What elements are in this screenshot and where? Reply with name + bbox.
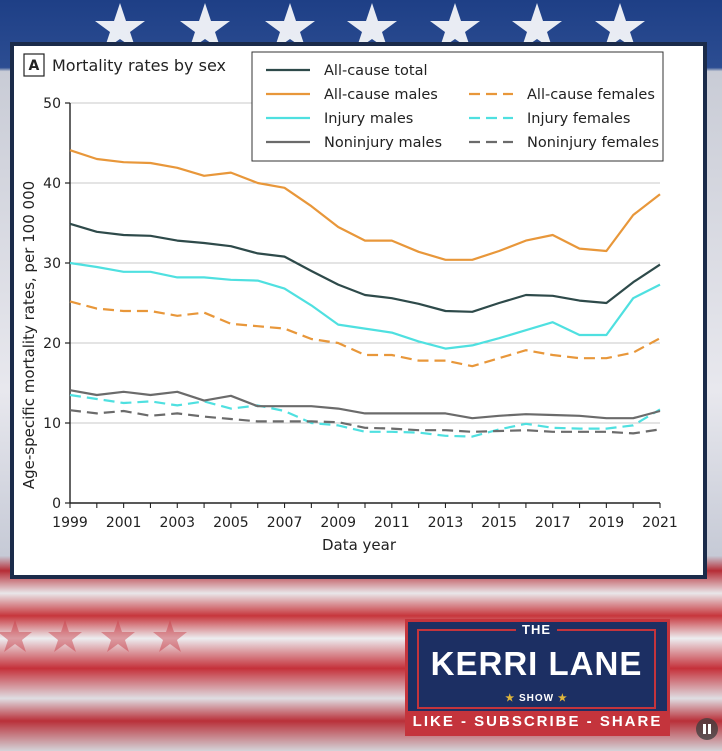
y-tick-label: 0 (52, 496, 61, 512)
y-tick-label: 10 (43, 416, 61, 432)
panel-label: A (29, 58, 40, 74)
x-tick-label: 2021 (642, 515, 678, 531)
legend-label: All-cause females (527, 87, 655, 103)
x-tick-label: 2011 (374, 515, 410, 531)
series-line-noninjury-males (69, 389, 661, 420)
star-icon (180, 3, 230, 50)
logo-name: KERRI LANE (430, 645, 643, 682)
star-icon (347, 3, 397, 50)
legend-label: All-cause males (324, 87, 438, 103)
legend: All-cause total All-cause males All-cause … (251, 51, 664, 162)
y-axis-label: Age-specific mortality rates, per 100 00… (20, 181, 38, 489)
x-tick-label: 2015 (481, 515, 517, 531)
mortality-chart: 0 10 20 30 40 50 1999 2001 2003 2005 2007 2009 2011 2… (20, 51, 678, 554)
logo-frame: THE KERRI LANE ★ SHOW ★ (417, 622, 656, 709)
y-tick-label: 40 (43, 176, 61, 192)
y-tick-label: 30 (43, 256, 61, 272)
x-axis-label: Data year (322, 536, 397, 554)
star-icon: ★ (505, 693, 519, 704)
star-icon (101, 620, 135, 652)
logo-show: ★ SHOW ★ (419, 693, 654, 704)
axes: 0 10 20 30 40 50 1999 2001 2003 2005 2007 2009 2011 2… (43, 96, 678, 531)
series-line-noninjury-females (69, 409, 661, 435)
x-tick-label: 2007 (267, 515, 303, 531)
legend-label: Noninjury females (527, 135, 659, 151)
logo-the: THE (516, 622, 557, 637)
series-line-injury-males (69, 261, 661, 350)
legend-label: Injury females (527, 111, 630, 127)
x-tick-label: 1999 (52, 515, 88, 531)
star-icon (430, 3, 480, 50)
x-tick-label: 2019 (589, 515, 625, 531)
series-line-all-cause-males (69, 149, 661, 261)
star-icon: ★ (554, 693, 568, 704)
series-line-all-cause-females (69, 300, 661, 368)
x-tick-label: 2013 (428, 515, 464, 531)
chart-title: Mortality rates by sex (52, 56, 226, 75)
star-icon (48, 620, 82, 652)
x-tick-label: 2017 (535, 515, 571, 531)
x-tick-label: 2001 (106, 515, 142, 531)
star-icon (153, 620, 187, 652)
panel-label-box (23, 53, 45, 77)
series-line-all-cause-total (69, 222, 661, 313)
x-tick-label: 2005 (213, 515, 249, 531)
star-icon (0, 620, 32, 652)
star-icon (595, 3, 645, 50)
star-icon (265, 3, 315, 50)
star-icon (512, 3, 562, 50)
flag-stars-lower (0, 620, 187, 652)
x-tick-label: 2009 (320, 515, 356, 531)
flag-stars (95, 3, 645, 50)
chart-panel: 0 10 20 30 40 50 1999 2001 2003 2005 2007 2009 2011 2… (10, 42, 707, 579)
y-tick-label: 50 (43, 96, 61, 112)
pause-button[interactable] (696, 718, 718, 740)
logo-tagline: LIKE - SUBSCRIBE - SHARE (408, 711, 667, 733)
logo-show-label: SHOW (518, 693, 555, 704)
x-tick-label: 2003 (159, 515, 195, 531)
star-icon (95, 3, 145, 50)
series-line-injury-females (69, 393, 661, 438)
legend-label: Injury males (324, 111, 413, 127)
legend-box (251, 51, 664, 162)
legend-label: All-cause total (324, 63, 428, 79)
series-lines (69, 149, 661, 438)
show-logo: THE KERRI LANE ★ SHOW ★ LIKE - SUBSCRIBE… (405, 619, 670, 736)
gridlines (70, 102, 660, 504)
y-tick-label: 20 (43, 336, 61, 352)
legend-label: Noninjury males (324, 135, 442, 151)
